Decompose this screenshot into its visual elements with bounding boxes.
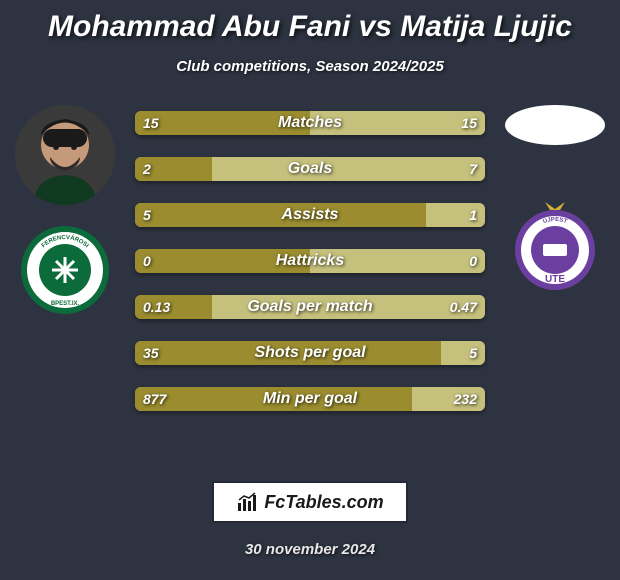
stat-bar: 2 Goals 7 bbox=[135, 157, 485, 181]
stat-value-right: 232 bbox=[454, 391, 477, 407]
stat-value-right: 15 bbox=[461, 115, 477, 131]
svg-text:UTE: UTE bbox=[545, 274, 565, 285]
stat-label: Shots per goal bbox=[254, 344, 365, 362]
footer-date: 30 november 2024 bbox=[0, 541, 620, 558]
left-player-column: FERENCVÁROSI BPEST.IX. bbox=[10, 105, 120, 315]
stat-bar: 0.13 Goals per match 0.47 bbox=[135, 295, 485, 319]
stat-value-left: 0.13 bbox=[143, 299, 170, 315]
stat-label: Min per goal bbox=[263, 390, 357, 408]
stat-value-left: 0 bbox=[143, 253, 151, 269]
stat-label: Hattricks bbox=[276, 252, 344, 270]
page-subtitle: Club competitions, Season 2024/2025 bbox=[0, 58, 620, 75]
svg-text:BPEST.IX.: BPEST.IX. bbox=[51, 301, 80, 307]
stat-value-left: 15 bbox=[143, 115, 159, 131]
right-player-column: UTE ÚJPEST bbox=[500, 105, 610, 290]
ferencvaros-badge-icon: FERENCVÁROSI BPEST.IX. bbox=[20, 225, 110, 315]
right-player-photo bbox=[505, 105, 605, 145]
stat-value-right: 1 bbox=[469, 207, 477, 223]
left-club-badge: FERENCVÁROSI BPEST.IX. bbox=[20, 225, 110, 315]
stat-bar: 0 Hattricks 0 bbox=[135, 249, 485, 273]
stat-bar-fill-left bbox=[135, 203, 426, 227]
left-player-photo bbox=[15, 105, 115, 205]
footer: FcTables.com 30 november 2024 bbox=[0, 481, 620, 558]
stat-value-right: 7 bbox=[469, 161, 477, 177]
page-title: Mohammad Abu Fani vs Matija Ljujic bbox=[0, 0, 620, 44]
stat-value-right: 5 bbox=[469, 345, 477, 361]
stat-bars: 15 Matches 15 2 Goals 7 5 Assists 1 0 Hattricks 0 0.… bbox=[135, 105, 485, 411]
stat-value-left: 2 bbox=[143, 161, 151, 177]
stat-bar-fill-right bbox=[441, 341, 485, 365]
stat-bar: 15 Matches 15 bbox=[135, 111, 485, 135]
brand-text: FcTables.com bbox=[264, 492, 383, 513]
stat-bar: 5 Assists 1 bbox=[135, 203, 485, 227]
ujpest-badge-icon: UTE ÚJPEST bbox=[510, 200, 600, 290]
player-avatar-icon bbox=[15, 105, 115, 205]
stat-value-left: 5 bbox=[143, 207, 151, 223]
chart-icon bbox=[236, 491, 258, 513]
stat-bar: 877 Min per goal 232 bbox=[135, 387, 485, 411]
stat-value-right: 0 bbox=[469, 253, 477, 269]
right-club-badge: UTE ÚJPEST bbox=[510, 200, 600, 290]
stat-value-right: 0.47 bbox=[450, 299, 477, 315]
stat-bar-fill-right bbox=[212, 157, 485, 181]
stat-label: Goals per match bbox=[247, 298, 372, 316]
stat-label: Goals bbox=[288, 160, 332, 178]
brand-box: FcTables.com bbox=[212, 481, 407, 523]
comparison-panel: FERENCVÁROSI BPEST.IX. UTE ÚJPEST 15Mat bbox=[0, 105, 620, 411]
stat-label: Assists bbox=[282, 206, 339, 224]
stat-value-left: 35 bbox=[143, 345, 159, 361]
stat-value-left: 877 bbox=[143, 391, 166, 407]
stat-bar: 35 Shots per goal 5 bbox=[135, 341, 485, 365]
stat-label: Matches bbox=[278, 114, 342, 132]
